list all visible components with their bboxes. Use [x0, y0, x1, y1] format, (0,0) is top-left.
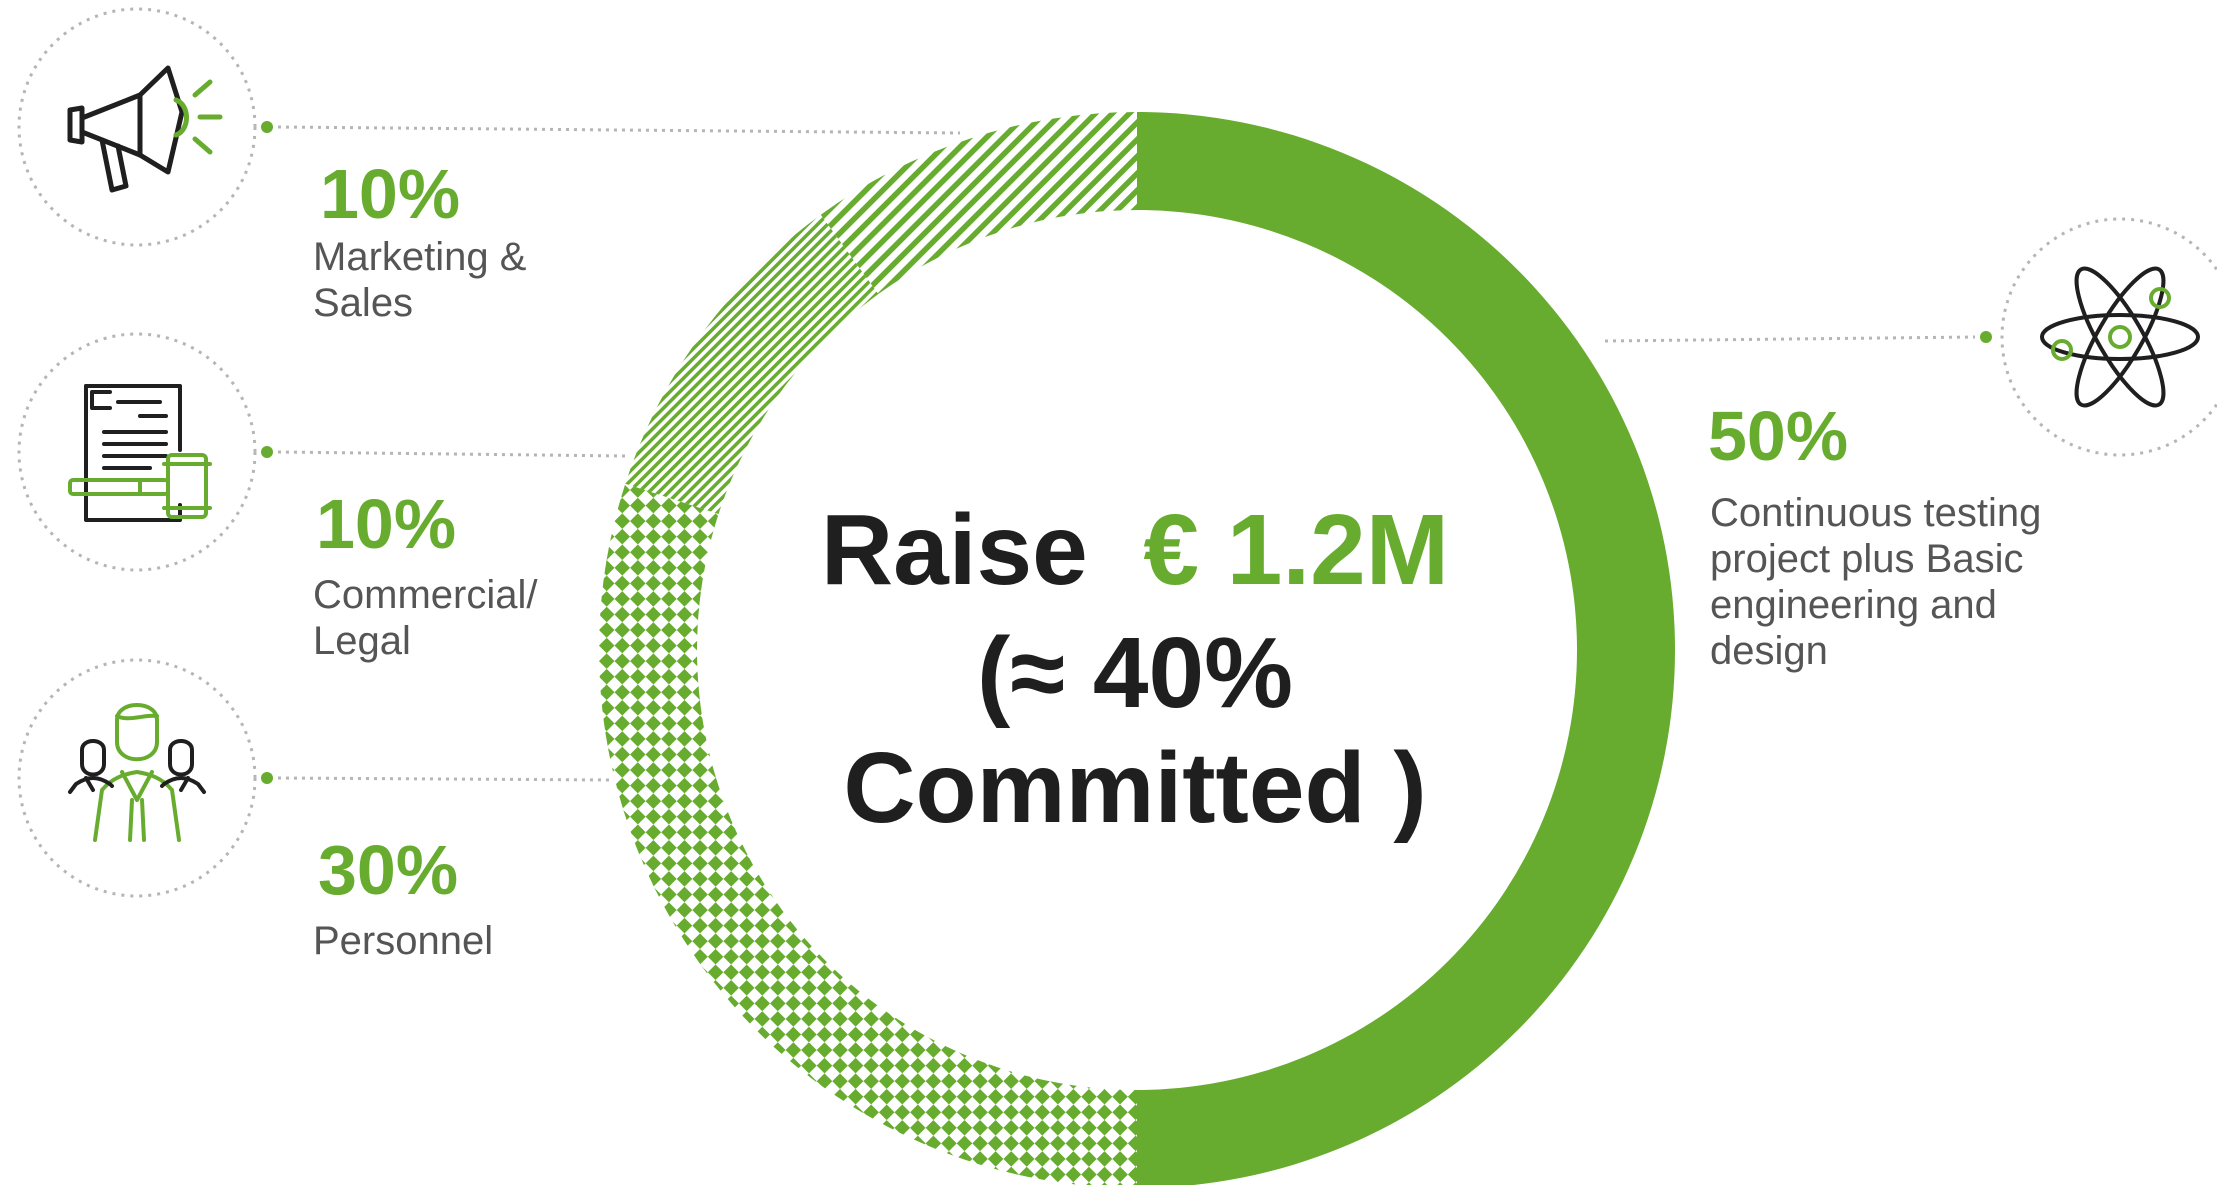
- leader-dot-marketing: [261, 121, 273, 133]
- icon-circle-testing: [2000, 217, 2217, 457]
- callout-label-line: Marketing &: [313, 235, 527, 279]
- leader-line-testing: [1604, 335, 1976, 343]
- donut-segment-1: [599, 483, 1137, 1185]
- legal-document-gavel-icon: [68, 384, 212, 522]
- raise-label: Raise: [820, 494, 1088, 606]
- callout-percent-testing: 50%: [1708, 397, 1849, 475]
- callout-percent-commercial: 10%: [316, 485, 457, 563]
- leader-dot-personnel: [261, 772, 273, 784]
- callout-percent-personnel: 30%: [318, 831, 459, 909]
- donut-segments: [599, 111, 1675, 1185]
- callout-percent-marketing: 10%: [320, 155, 461, 233]
- callout-label-testing: Continuous testing project plus Basic en…: [1710, 490, 2041, 674]
- center-raise-line: Raise € 1.2M: [730, 500, 1540, 600]
- icon-circle-marketing: [17, 7, 257, 247]
- icon-circle-personnel: [17, 658, 257, 898]
- callout-label-line: project plus Basic: [1710, 537, 2024, 581]
- leader-line-personnel: [277, 776, 613, 782]
- callout-label-line: Sales: [313, 281, 414, 325]
- center-committed-line: Committed ): [843, 732, 1427, 844]
- callout-label-line: Continuous testing: [1710, 491, 2042, 535]
- leader-dot-commercial: [261, 446, 273, 458]
- donut-segment-2: [625, 214, 879, 515]
- center-commitment-line: (≈ 40%: [976, 617, 1294, 729]
- leader-dot-testing: [1980, 331, 1992, 343]
- callout-label-line: Commercial/: [313, 573, 538, 617]
- callout-label-line: engineering and: [1710, 583, 1997, 627]
- callout-label-line: design: [1710, 629, 1828, 673]
- raise-amount: € 1.2M: [1143, 494, 1450, 606]
- leader-line-marketing: [277, 125, 961, 135]
- leader-lines: [261, 121, 1992, 784]
- leader-line-commercial: [277, 450, 626, 458]
- donut-segment-3: [820, 111, 1137, 295]
- atom-icon: [2040, 266, 2200, 408]
- callout-label-marketing: Marketing & Sales: [313, 234, 526, 326]
- callout-label-commercial: Commercial/ Legal: [313, 572, 537, 664]
- callout-label-line: Legal: [313, 619, 411, 663]
- callout-label-personnel: Personnel: [313, 918, 493, 964]
- callout-label-line: Personnel: [313, 919, 494, 963]
- donut-segment-0: [1137, 112, 1675, 1185]
- team-people-icon: [68, 703, 206, 842]
- icon-circles: [17, 7, 2217, 898]
- icon-circle-commercial: [17, 332, 257, 572]
- megaphone-icon: [67, 65, 223, 193]
